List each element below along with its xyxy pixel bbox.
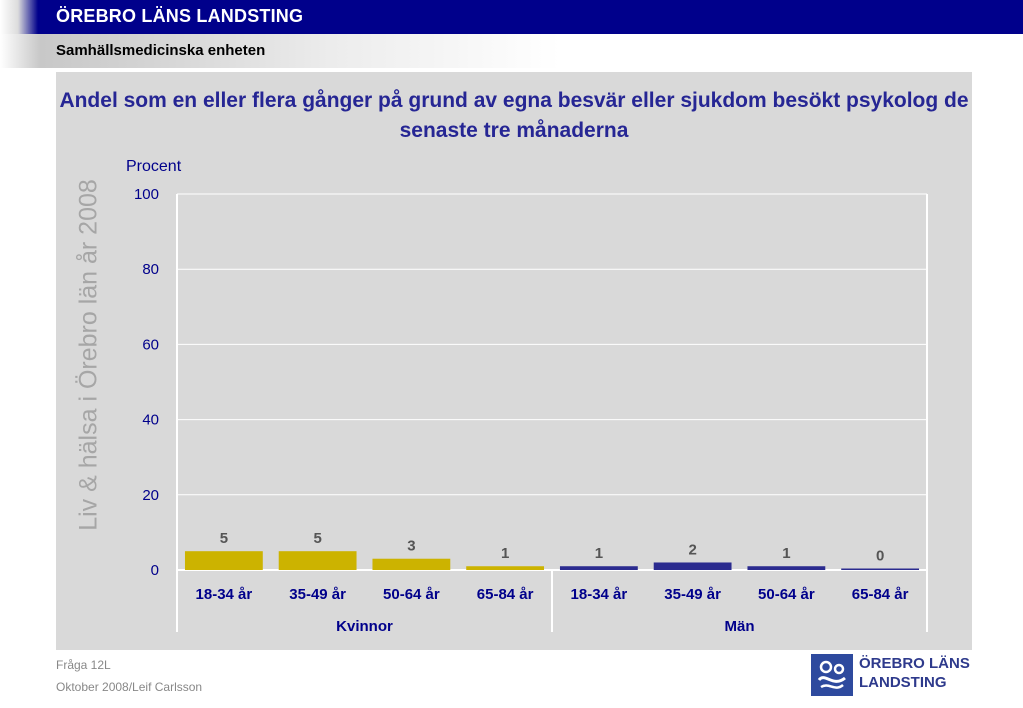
- x-category-label: 65-84 år: [477, 586, 534, 603]
- x-category-label: 18-34 år: [571, 586, 628, 603]
- data-label: 5: [313, 530, 321, 547]
- bar: [747, 566, 826, 570]
- y-tick-label: 100: [134, 186, 159, 203]
- data-label: 1: [501, 545, 509, 562]
- landsting-logo: ÖREBRO LÄNS LANDSTING: [811, 654, 971, 696]
- subheader-bar: Samhällsmedicinska enheten: [0, 34, 1023, 68]
- x-category-label: 18-34 år: [196, 586, 253, 603]
- chart-title: Andel som en eller flera gånger på grund…: [59, 89, 969, 142]
- question-reference: Fråga 12L: [56, 658, 111, 672]
- y-tick-label: 0: [151, 562, 159, 579]
- x-category-label: 65-84 år: [852, 586, 909, 603]
- y-tick-label: 80: [142, 261, 159, 278]
- header-title: ÖREBRO LÄNS LANDSTING: [56, 6, 304, 26]
- y-tick-label: 20: [142, 487, 159, 504]
- bar: [372, 558, 451, 570]
- x-category-label: 50-64 år: [758, 586, 815, 603]
- data-label: 1: [595, 545, 603, 562]
- data-label: 2: [688, 541, 696, 558]
- subheader-title: Samhällsmedicinska enheten: [56, 42, 266, 59]
- bar: [184, 551, 263, 570]
- plot-area: [177, 194, 927, 570]
- landsting-logo-icon: [811, 654, 853, 696]
- header-bar: ÖREBRO LÄNS LANDSTING: [0, 0, 1023, 34]
- data-label: 1: [782, 545, 790, 562]
- y-tick-label: 40: [142, 412, 159, 429]
- y-tick-label: 60: [142, 336, 159, 353]
- x-category-label: 35-49 år: [664, 586, 721, 603]
- footer-credit: Oktober 2008/Leif Carlsson: [56, 680, 203, 694]
- x-group-label: Män: [725, 618, 755, 635]
- x-category-label: 50-64 år: [383, 586, 440, 603]
- logo-text-line2: LANDSTING: [859, 674, 947, 691]
- data-label: 0: [876, 548, 884, 565]
- data-label: 5: [220, 530, 228, 547]
- bar: [559, 566, 638, 570]
- bar: [278, 551, 357, 570]
- logo-text-line1: ÖREBRO LÄNS: [859, 655, 970, 672]
- x-group-label: Kvinnor: [336, 618, 393, 635]
- bar: [653, 562, 732, 570]
- bar: [841, 568, 920, 570]
- bar: [466, 566, 545, 570]
- y-axis-label: Procent: [126, 158, 182, 175]
- data-label: 3: [407, 538, 415, 555]
- x-category-label: 35-49 år: [289, 586, 346, 603]
